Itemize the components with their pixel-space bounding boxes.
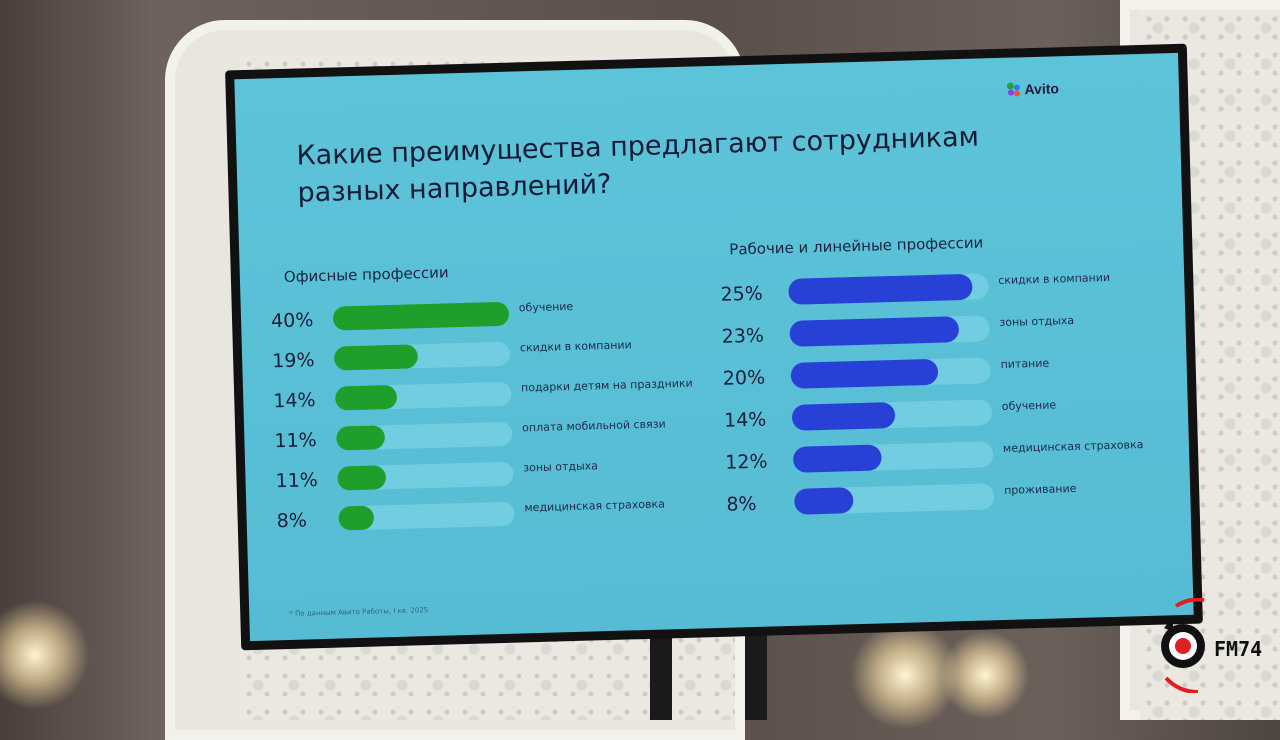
category-label: медицинская страховка xyxy=(1003,438,1144,455)
lamp-glow-left xyxy=(0,600,90,710)
category-label: обучение xyxy=(519,300,574,315)
tv-stand-pole xyxy=(650,630,672,720)
category-label: скидки в компании xyxy=(520,338,632,354)
value-label: 19% xyxy=(272,349,315,372)
tv-stand-pole-2 xyxy=(745,630,767,720)
value-label: 40% xyxy=(271,309,314,332)
fm74-watermark-logo: FM74 xyxy=(1161,598,1262,693)
value-label: 11% xyxy=(275,469,318,492)
category-label: подарки детям на праздники xyxy=(521,377,693,395)
bar xyxy=(789,316,959,347)
category-label: медицинская страховка xyxy=(524,497,665,514)
value-label: 25% xyxy=(720,283,763,306)
value-label: 11% xyxy=(274,429,317,452)
office-bar-chart: 40% обучение 19% скидки в компании 14% подарк… xyxy=(271,300,693,532)
bar xyxy=(333,302,509,331)
brand-logo: Avito xyxy=(1006,80,1059,97)
value-label: 8% xyxy=(276,509,307,532)
lamp-glow-center-2 xyxy=(940,630,1030,720)
slide-footnote: * По данным Авито Работы, I кв. 2025 xyxy=(289,606,429,618)
value-label: 12% xyxy=(725,451,768,474)
bar xyxy=(792,402,896,431)
bar-track xyxy=(338,501,515,531)
bar xyxy=(790,359,938,389)
slide-title: Какие преимущества предлагают сотрудника… xyxy=(296,118,998,212)
value-label: 14% xyxy=(724,409,767,432)
value-label: 23% xyxy=(721,325,764,348)
value-label: 20% xyxy=(723,367,766,390)
fm74-logo-text: FM74 xyxy=(1214,637,1262,661)
worker-bar-chart: 25% скидки в компании 23% зоны отдыха 20% пит… xyxy=(720,271,1144,516)
value-label: 14% xyxy=(273,389,316,412)
category-label: скидки в компании xyxy=(998,271,1110,287)
category-label: обучение xyxy=(1002,398,1057,413)
bar xyxy=(338,505,374,531)
bar xyxy=(334,344,418,371)
avito-dots-icon xyxy=(1006,82,1020,97)
slide-screen: Avito Какие преимущества предлагают сотр… xyxy=(234,52,1194,642)
tv-frame: Avito Какие преимущества предлагают сотр… xyxy=(225,43,1203,651)
category-label: питание xyxy=(1000,357,1049,371)
bar xyxy=(336,425,385,451)
brand-name: Avito xyxy=(1024,80,1060,98)
value-label: 8% xyxy=(726,493,757,516)
category-label: проживание xyxy=(1004,482,1077,497)
category-label: зоны отдыха xyxy=(999,314,1074,329)
category-label: оплата мобильной связи xyxy=(522,417,666,434)
office-chart-title: Офисные профессии xyxy=(283,263,449,286)
bar xyxy=(335,385,397,411)
bar xyxy=(794,487,854,515)
category-label: зоны отдыха xyxy=(523,459,598,474)
bar xyxy=(788,274,973,305)
bar xyxy=(337,465,386,491)
worker-chart-title: Рабочие и линейные профессии xyxy=(729,233,984,259)
bar xyxy=(793,444,882,473)
